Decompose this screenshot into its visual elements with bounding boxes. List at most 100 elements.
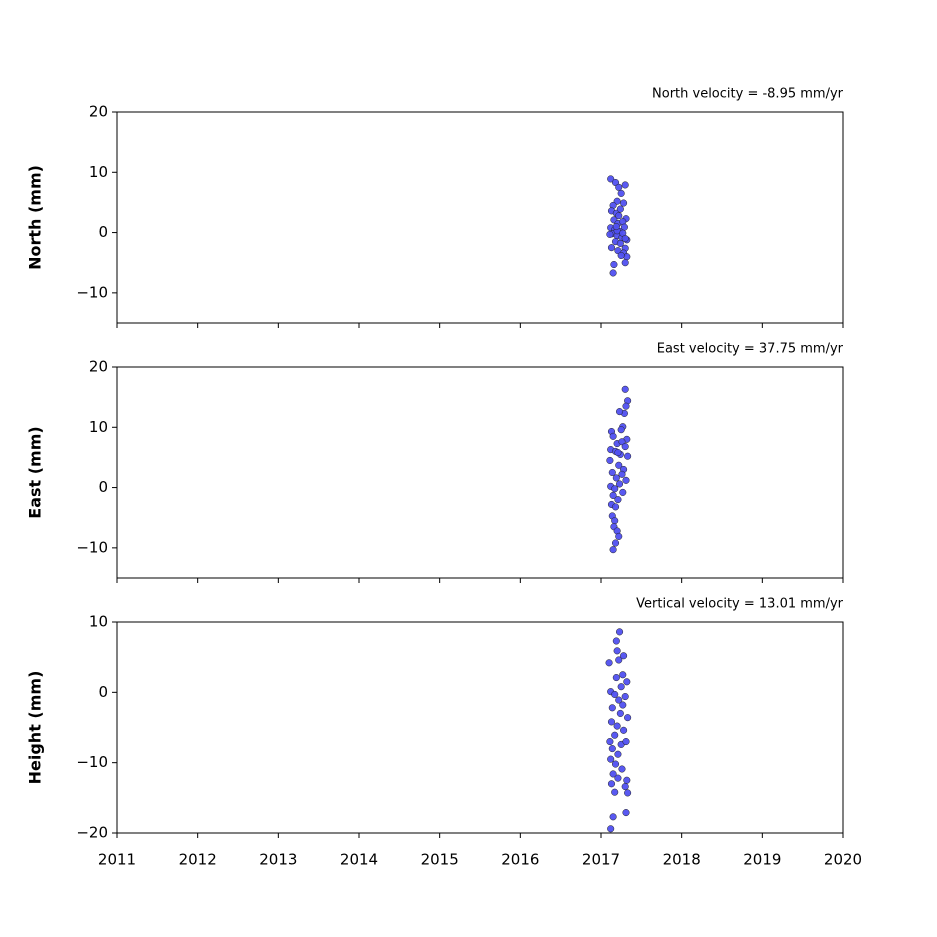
data-point	[614, 774, 622, 782]
data-point	[607, 825, 615, 833]
y-tick-label: −10	[76, 538, 108, 556]
x-tick-label: 2019	[743, 851, 781, 869]
data-point	[616, 408, 624, 416]
y-tick-label: −10	[76, 753, 108, 771]
data-point	[609, 491, 617, 499]
data-point	[617, 426, 625, 434]
data-point	[624, 452, 632, 460]
data-point	[616, 239, 624, 247]
data-point	[615, 461, 623, 469]
data-point	[615, 656, 623, 664]
data-point	[612, 637, 620, 645]
data-point	[613, 647, 621, 655]
x-tick-label: 2017	[582, 851, 620, 869]
data-point	[607, 755, 615, 763]
panel-title: East velocity = 37.75 mm/yr	[657, 342, 844, 357]
data-point	[611, 485, 619, 493]
x-tick-label: 2013	[259, 851, 297, 869]
data-point	[623, 776, 631, 784]
data-point	[621, 783, 629, 791]
data-point	[608, 468, 616, 477]
data-point	[620, 726, 628, 734]
y-tick-label: −20	[76, 824, 108, 842]
data-point	[609, 269, 617, 277]
y-tick-label: 10	[89, 613, 108, 631]
data-point	[615, 532, 623, 540]
data-point	[611, 503, 620, 511]
data-point	[609, 813, 617, 821]
data-point	[615, 212, 623, 220]
data-point	[606, 456, 614, 464]
data-point	[621, 235, 629, 243]
data-point	[616, 480, 624, 488]
y-axis-label: East (mm)	[26, 426, 45, 518]
data-point	[621, 693, 629, 701]
data-point	[615, 183, 623, 191]
plot-frame	[116, 111, 844, 324]
data-point	[611, 760, 620, 768]
data-point	[624, 789, 632, 797]
panel-title: North velocity = -8.95 mm/yr	[652, 87, 844, 102]
y-tick-label: 0	[98, 478, 108, 496]
data-point	[617, 251, 625, 260]
x-tick-label: 2018	[663, 851, 701, 869]
data-point	[617, 189, 625, 197]
data-point	[620, 652, 628, 660]
x-tick-label: 2016	[501, 851, 539, 869]
x-tick-label: 2012	[179, 851, 217, 869]
plot-frame	[116, 366, 844, 579]
y-tick-label: 10	[89, 418, 108, 436]
y-axis-label: North (mm)	[26, 165, 45, 270]
data-point	[614, 496, 622, 504]
data-point	[619, 671, 627, 679]
data-point	[606, 230, 614, 238]
data-point	[612, 222, 620, 231]
plot-frame	[116, 621, 844, 834]
data-point	[609, 770, 617, 778]
x-tick-label: 2011	[98, 851, 136, 869]
data-point	[607, 244, 616, 252]
data-point	[611, 517, 619, 525]
data-point	[607, 175, 615, 183]
data-point	[614, 750, 622, 758]
x-tick-label: 2015	[421, 851, 459, 869]
data-point	[621, 443, 629, 451]
data-point	[621, 259, 629, 267]
data-point	[616, 709, 624, 717]
y-tick-label: 20	[89, 358, 108, 376]
y-axis-label: Height (mm)	[26, 671, 45, 785]
data-point	[618, 765, 626, 773]
x-tick-label: 2020	[824, 851, 862, 869]
data-point	[620, 199, 628, 207]
data-point	[612, 674, 620, 682]
data-point	[613, 722, 621, 730]
data-point	[621, 181, 629, 189]
y-tick-label: 10	[89, 163, 108, 181]
data-point	[622, 402, 630, 410]
data-point	[614, 449, 622, 457]
data-point	[607, 718, 616, 726]
data-point	[611, 731, 619, 739]
data-point	[611, 690, 619, 698]
data-point	[609, 546, 617, 554]
data-point	[611, 788, 619, 796]
data-point	[624, 714, 632, 722]
data-point	[615, 696, 623, 704]
data-point	[621, 385, 629, 393]
data-point	[609, 432, 617, 440]
data-point	[618, 470, 626, 478]
y-tick-label: 0	[98, 683, 108, 701]
y-tick-label: −10	[76, 283, 108, 301]
y-tick-label: 20	[89, 103, 108, 121]
data-point	[619, 701, 627, 709]
data-point	[623, 678, 631, 686]
data-point	[616, 628, 624, 636]
data-point	[608, 745, 616, 753]
data-point	[616, 205, 624, 213]
data-point	[612, 474, 620, 482]
data-point	[620, 223, 628, 231]
data-point	[606, 738, 614, 746]
data-point	[605, 659, 613, 667]
data-point	[607, 780, 616, 788]
